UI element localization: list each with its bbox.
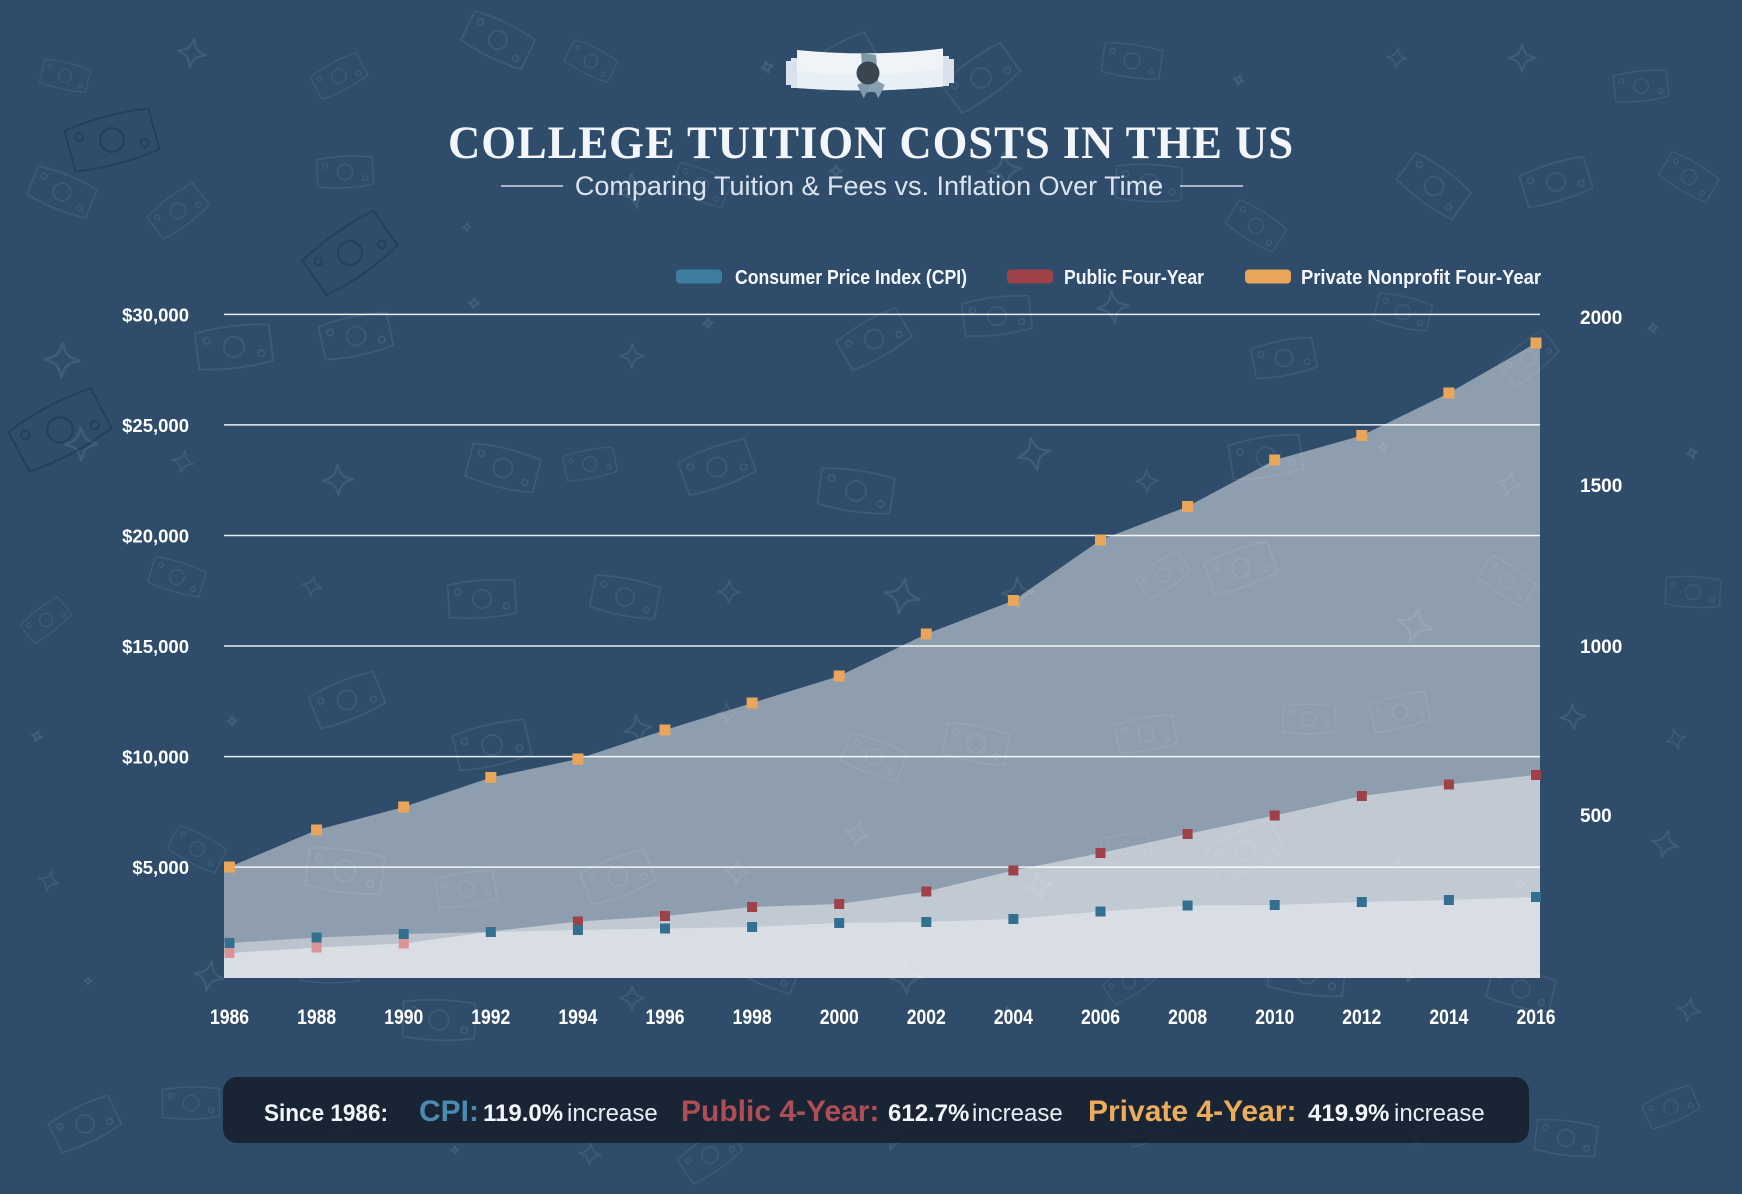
svg-text:Public Four-Year: Public Four-Year — [1064, 267, 1204, 289]
svg-text:2004: 2004 — [994, 1006, 1033, 1029]
svg-text:500: 500 — [1580, 806, 1612, 827]
svg-text:Since 1986:: Since 1986: — [264, 1100, 388, 1127]
svg-text:increase: increase — [567, 1100, 658, 1127]
svg-text:$10,000: $10,000 — [122, 747, 189, 768]
svg-text:2008: 2008 — [1168, 1006, 1207, 1029]
svg-text:612.7%: 612.7% — [888, 1100, 969, 1127]
svg-text:1500: 1500 — [1580, 476, 1622, 497]
svg-text:$5,000: $5,000 — [132, 857, 189, 878]
svg-text:2014: 2014 — [1429, 1006, 1468, 1029]
svg-text:$15,000: $15,000 — [122, 636, 189, 657]
svg-text:Consumer Price Index (CPI): Consumer Price Index (CPI) — [735, 267, 967, 289]
svg-text:2002: 2002 — [907, 1006, 946, 1029]
svg-text:Public 4-Year:: Public 4-Year: — [681, 1095, 879, 1128]
svg-text:increase: increase — [1394, 1100, 1485, 1127]
svg-text:1988: 1988 — [297, 1006, 336, 1029]
svg-text:CPI:: CPI: — [419, 1095, 479, 1128]
svg-text:2012: 2012 — [1342, 1006, 1381, 1029]
svg-text:COLLEGE TUITION COSTS IN THE U: COLLEGE TUITION COSTS IN THE US — [448, 117, 1294, 169]
svg-text:Comparing Tuition & Fees vs. I: Comparing Tuition & Fees vs. Inflation O… — [575, 171, 1163, 201]
svg-text:increase: increase — [972, 1100, 1063, 1127]
svg-text:2016: 2016 — [1517, 1006, 1556, 1029]
svg-text:1998: 1998 — [733, 1006, 772, 1029]
svg-text:Private Nonprofit Four-Year: Private Nonprofit Four-Year — [1301, 267, 1541, 289]
svg-text:1996: 1996 — [646, 1006, 685, 1029]
svg-text:$25,000: $25,000 — [122, 415, 189, 436]
svg-text:419.9%: 419.9% — [1308, 1100, 1389, 1127]
svg-text:2006: 2006 — [1081, 1006, 1120, 1029]
svg-text:1994: 1994 — [558, 1006, 597, 1029]
svg-text:$20,000: $20,000 — [122, 526, 189, 547]
svg-text:1986: 1986 — [210, 1006, 249, 1029]
svg-text:Private 4-Year:: Private 4-Year: — [1088, 1095, 1296, 1128]
svg-text:$30,000: $30,000 — [122, 304, 189, 325]
svg-text:1990: 1990 — [384, 1006, 423, 1029]
svg-text:1000: 1000 — [1580, 637, 1622, 658]
svg-text:2000: 2000 — [820, 1006, 859, 1029]
svg-text:119.0%: 119.0% — [483, 1100, 563, 1127]
svg-text:1992: 1992 — [471, 1006, 510, 1029]
svg-text:2010: 2010 — [1255, 1006, 1294, 1029]
svg-text:2000: 2000 — [1580, 308, 1622, 329]
